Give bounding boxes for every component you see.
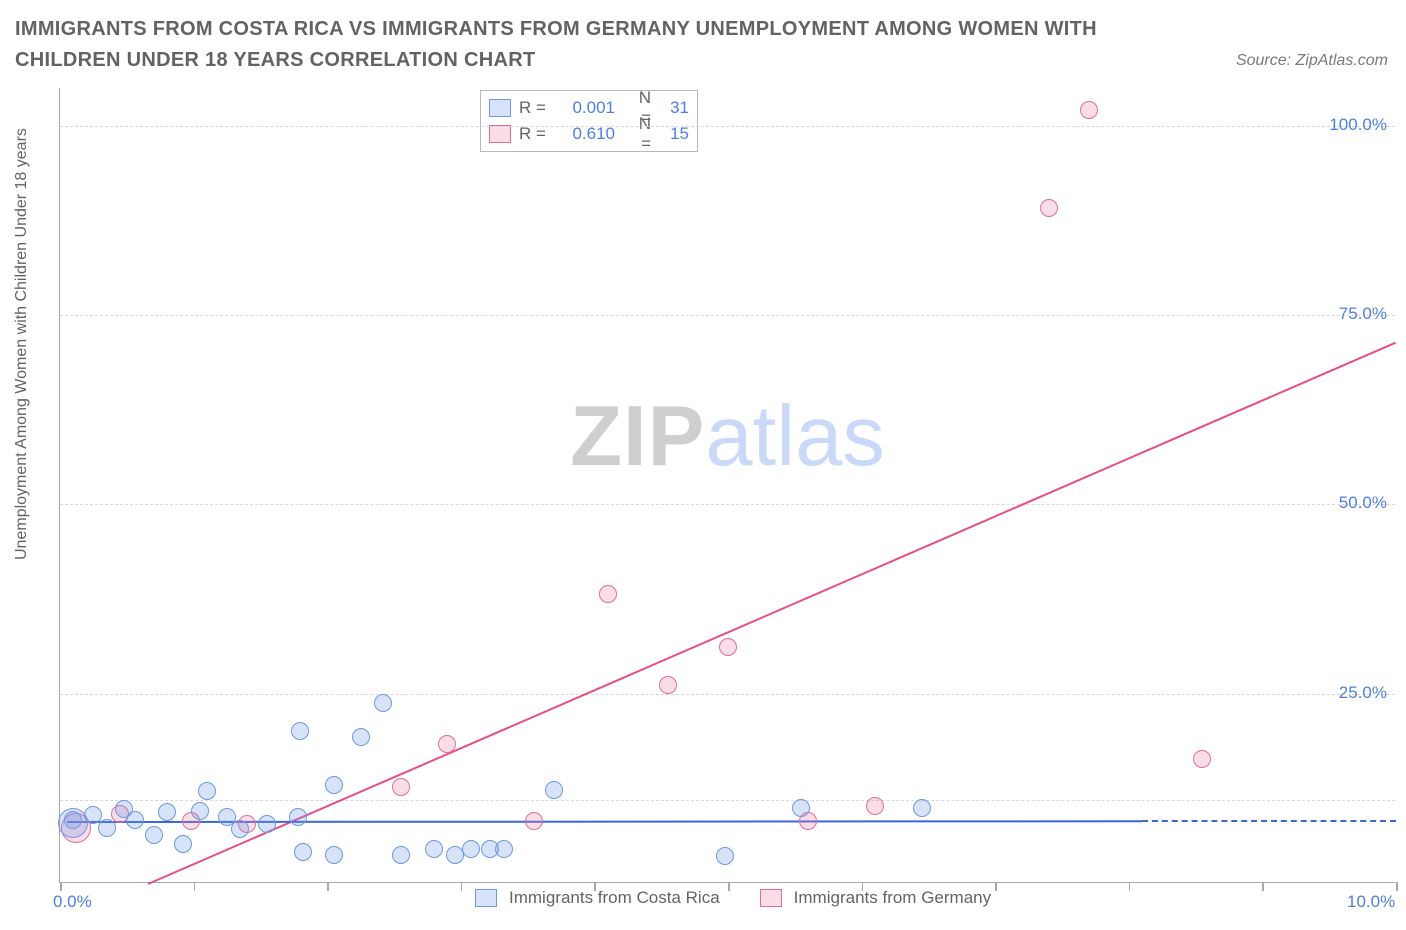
data-point-costa-rica [495,840,513,858]
legend-swatch [489,125,511,143]
plot-wrap: Unemployment Among Women with Children U… [15,88,1393,918]
data-point-costa-rica [325,846,343,864]
x-tick [1129,882,1131,891]
scatter-plot: ZIPatlas R =0.001N =31R =0.610N =15 25.0… [59,88,1395,883]
data-point-costa-rica [792,799,810,817]
data-point-costa-rica [545,781,563,799]
data-point-costa-rica [392,846,410,864]
data-point-germany [525,812,543,830]
data-point-costa-rica [198,782,216,800]
legend-swatch [760,889,782,907]
grid-line [60,504,1395,505]
data-point-costa-rica [231,820,249,838]
y-tick-label: 75.0% [1339,304,1387,324]
x-tick [1396,882,1398,891]
data-point-costa-rica [174,835,192,853]
data-point-costa-rica [325,776,343,794]
data-point-germany [599,585,617,603]
data-point-costa-rica [462,840,480,858]
data-point-germany [719,638,737,656]
x-tick-label: 0.0% [53,892,92,912]
source-attribution: Source: ZipAtlas.com [1236,52,1388,70]
legend-correlation-row: R =0.001N =31 [489,95,689,121]
data-point-costa-rica [374,694,392,712]
legend-r-label: R = [519,98,553,118]
data-point-costa-rica [352,728,370,746]
data-point-germany [1080,101,1098,119]
data-point-costa-rica [98,819,116,837]
data-point-germany [392,778,410,796]
x-tick [461,882,463,891]
data-point-germany [866,797,884,815]
legend-r-value: 0.001 [561,98,615,118]
legend-series-label: Immigrants from Germany [794,888,991,908]
legend-series: Immigrants from Costa Rica Immigrants fro… [475,888,1019,908]
grid-line [60,315,1395,316]
grid-line [60,694,1395,695]
x-tick [1262,882,1264,891]
data-point-costa-rica [294,843,312,861]
legend-r-value: 0.610 [561,124,615,144]
legend-swatch [489,99,511,117]
data-point-germany [1040,199,1058,217]
data-point-germany [438,735,456,753]
y-tick-label: 50.0% [1339,493,1387,513]
legend-r-label: R = [519,124,553,144]
y-tick-label: 25.0% [1339,683,1387,703]
data-point-costa-rica [64,811,82,829]
x-tick [327,882,329,891]
data-point-germany [1193,750,1211,768]
data-point-costa-rica [258,815,276,833]
legend-n-value: 31 [659,98,689,118]
data-point-costa-rica [145,826,163,844]
data-point-costa-rica [913,799,931,817]
trend-line [148,342,1396,885]
legend-correlation: R =0.001N =31R =0.610N =15 [480,90,698,152]
trend-line-extrapolated [1142,820,1396,822]
watermark-zip: ZIP [570,389,705,484]
data-point-costa-rica [158,803,176,821]
legend-swatch [475,889,497,907]
grid-line [60,800,1395,801]
data-point-germany [659,676,677,694]
y-axis-label: Unemployment Among Women with Children U… [13,128,31,560]
legend-n-label: N = [633,114,651,154]
data-point-costa-rica [289,808,307,826]
grid-line [60,126,1395,127]
chart-page: IMMIGRANTS FROM COSTA RICA VS IMMIGRANTS… [0,0,1406,930]
x-tick [60,882,62,891]
x-tick-label: 10.0% [1347,892,1395,912]
x-tick [194,882,196,891]
data-point-costa-rica [716,847,734,865]
legend-series-label: Immigrants from Costa Rica [509,888,720,908]
chart-title: IMMIGRANTS FROM COSTA RICA VS IMMIGRANTS… [15,14,1125,76]
watermark-atlas: atlas [705,389,885,484]
data-point-costa-rica [291,722,309,740]
watermark: ZIPatlas [570,388,885,486]
legend-n-value: 15 [659,124,689,144]
y-tick-label: 100.0% [1329,115,1387,135]
data-point-costa-rica [425,840,443,858]
data-point-costa-rica [191,802,209,820]
data-point-costa-rica [126,811,144,829]
